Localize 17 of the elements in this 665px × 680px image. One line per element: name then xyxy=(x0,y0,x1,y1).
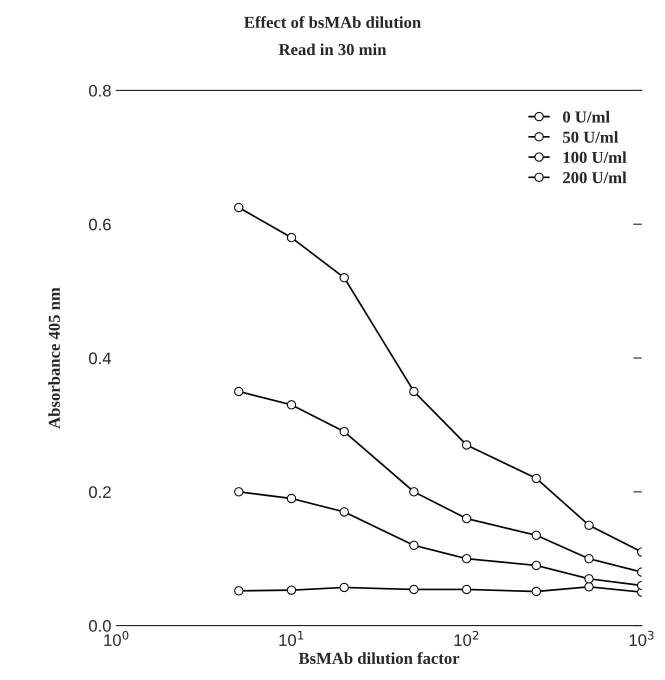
x-tick-label: 10$^{1}$ xyxy=(279,631,304,646)
chart-title: Effect of bsMAb dilution xyxy=(244,16,421,28)
x-tick-label: 10$^{0}$ xyxy=(104,630,128,646)
y-tick-label: 0.4 xyxy=(89,352,112,364)
y-tick-label: 0.6 xyxy=(89,218,111,230)
chart-subtitle: Read in 30 min xyxy=(278,43,386,56)
legend-label: 200 U/ml xyxy=(563,172,626,184)
y-tick-label: 0.0 xyxy=(89,620,111,632)
legend-label: 0 U/ml xyxy=(563,110,610,123)
legend-label: 50 U/ml xyxy=(563,131,618,143)
x-tick-label: 10$^{2}$ xyxy=(454,630,478,646)
y-tick-label: 0.8 xyxy=(89,84,111,97)
y-axis-title: Absorbance 405 nm xyxy=(48,287,60,429)
x-tick-label: 10$^{3}$ xyxy=(630,630,654,646)
y-tick-label: 0.2 xyxy=(89,486,111,498)
legend-label: 100 U/ml xyxy=(564,151,626,164)
x-axis-title: BsMAb dilution factor xyxy=(298,652,460,664)
